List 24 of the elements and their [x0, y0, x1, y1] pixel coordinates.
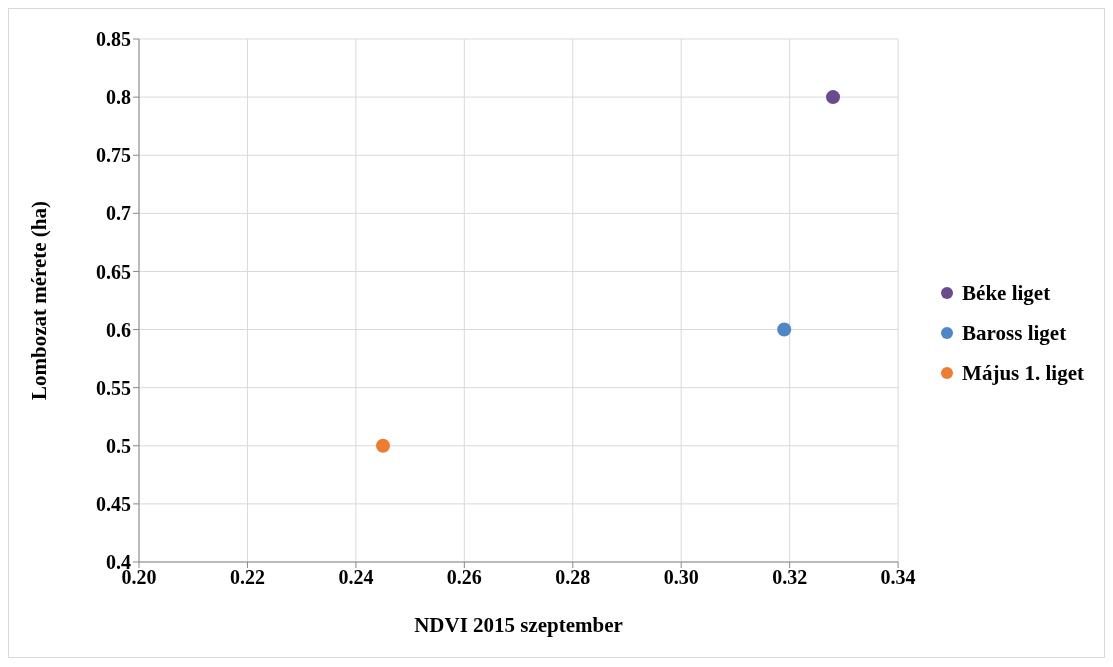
- x-tick-label: 0.24: [338, 566, 374, 589]
- point: [777, 322, 792, 337]
- y-axis-title: Lombozat mérete (ha): [27, 200, 52, 401]
- y-tick-label: 0.55: [96, 376, 131, 399]
- x-tick-label: 0.30: [663, 566, 699, 589]
- y-tick-label: 0.8: [106, 86, 131, 109]
- point: [375, 438, 390, 453]
- legend-label: Május 1. liget: [962, 360, 1084, 386]
- x-axis-title: NDVI 2015 szeptember: [414, 613, 623, 637]
- legend-label: Béke liget: [962, 280, 1051, 306]
- y-tick-label: 0.75: [96, 144, 131, 167]
- y-tick-label: 0.7: [106, 202, 131, 225]
- point: [826, 90, 841, 105]
- x-tick-label: 0.26: [446, 566, 482, 589]
- x-tick-label: 0.22: [229, 566, 265, 589]
- x-tick-label: 0.32: [772, 566, 808, 589]
- y-tick-label: 0.65: [96, 260, 131, 283]
- y-tick-label: 0.85: [96, 28, 131, 51]
- y-tick-label: 0.6: [106, 318, 131, 341]
- y-tick-label: 0.45: [96, 492, 131, 515]
- legend-label: Baross liget: [962, 320, 1067, 346]
- y-tick-label: 0.5: [106, 434, 131, 457]
- x-tick-label: 0.34: [880, 566, 916, 589]
- x-tick-label: 0.28: [555, 566, 591, 589]
